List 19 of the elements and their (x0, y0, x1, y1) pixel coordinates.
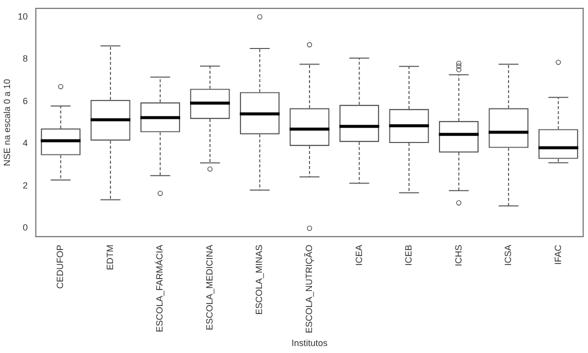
y-axis-title: NSE na escala 0 a 10 (2, 79, 12, 166)
x-tick-label: CEDUFOP (55, 244, 66, 289)
y-tick-label: 8 (22, 54, 28, 64)
y-tick-label: 6 (22, 96, 28, 106)
y-tick-label: 2 (22, 180, 28, 190)
y-tick-label: 0 (22, 222, 28, 233)
y-tick-label: 10 (18, 11, 28, 22)
y-tick-label: 4 (22, 138, 28, 148)
x-tick-label: ESCOLA_NUTRIÇÃO (304, 244, 314, 334)
x-tick-label: EDTM (104, 244, 115, 270)
x-tick-label: ESCOLA_FARMÁCIA (154, 244, 165, 332)
x-tick-label: ESCOLA_MEDICINA (204, 244, 214, 330)
x-axis-title: Institutos (291, 338, 328, 348)
x-tick-label: IFAC (552, 244, 563, 265)
x-tick-label: ESCOLA_MINAS (254, 244, 264, 315)
x-tick-label: ICEB (404, 244, 414, 266)
x-tick-label: ICHS (453, 244, 464, 266)
x-tick-label: ICSA (503, 244, 514, 266)
x-tick-label: ICEA (354, 244, 364, 266)
